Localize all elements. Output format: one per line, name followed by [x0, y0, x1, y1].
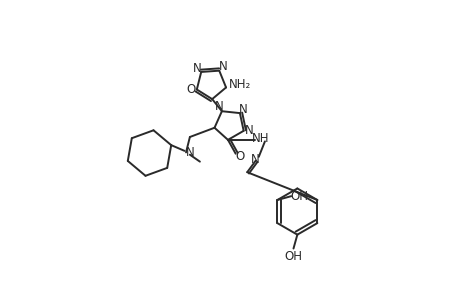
- Text: N: N: [214, 100, 223, 113]
- Text: N: N: [185, 146, 194, 159]
- Text: O: O: [185, 83, 195, 96]
- Text: N: N: [218, 60, 227, 73]
- Text: N: N: [250, 153, 259, 166]
- Text: N: N: [193, 61, 202, 75]
- Text: OH: OH: [284, 250, 302, 263]
- Text: NH: NH: [252, 132, 269, 145]
- Text: NH₂: NH₂: [228, 78, 251, 91]
- Text: OH: OH: [289, 190, 307, 203]
- Text: N: N: [239, 103, 247, 116]
- Text: O: O: [235, 149, 244, 163]
- Text: N: N: [244, 124, 253, 137]
